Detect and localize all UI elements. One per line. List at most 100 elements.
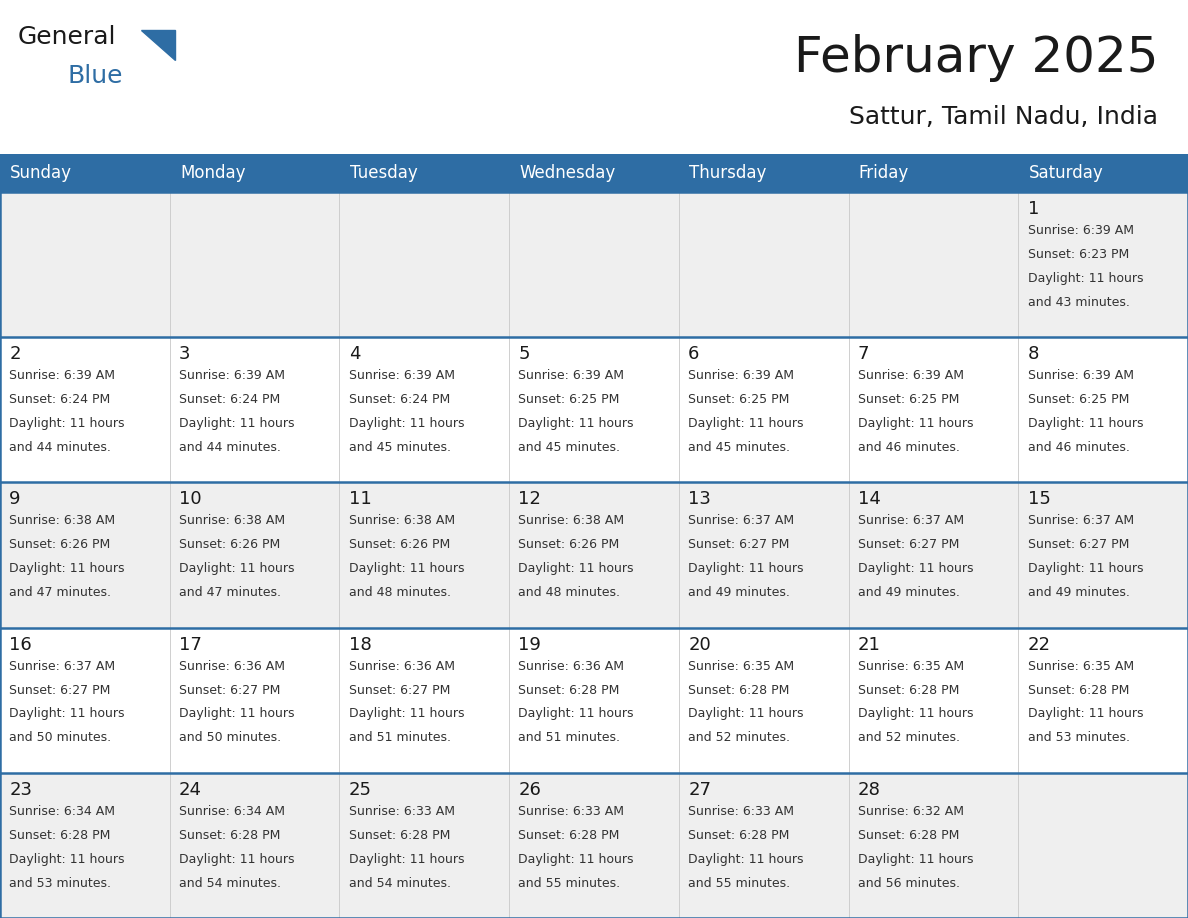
Text: and 55 minutes.: and 55 minutes. <box>688 877 790 890</box>
Bar <box>170 337 340 482</box>
Text: Daylight: 11 hours: Daylight: 11 hours <box>518 417 634 430</box>
Bar <box>0 482 170 628</box>
Text: Daylight: 11 hours: Daylight: 11 hours <box>1028 708 1143 721</box>
Text: Sunrise: 6:37 AM: Sunrise: 6:37 AM <box>858 514 963 527</box>
Bar <box>0 773 170 918</box>
Text: Daylight: 11 hours: Daylight: 11 hours <box>10 853 125 866</box>
Text: Daylight: 11 hours: Daylight: 11 hours <box>349 708 465 721</box>
Text: Sunset: 6:28 PM: Sunset: 6:28 PM <box>518 829 620 842</box>
Text: Sunset: 6:27 PM: Sunset: 6:27 PM <box>1028 538 1129 552</box>
Text: and 49 minutes.: and 49 minutes. <box>858 587 960 599</box>
Text: Sunset: 6:25 PM: Sunset: 6:25 PM <box>1028 393 1129 406</box>
Text: and 44 minutes.: and 44 minutes. <box>179 441 280 454</box>
Bar <box>848 773 1018 918</box>
Bar <box>510 192 678 337</box>
Text: and 52 minutes.: and 52 minutes. <box>688 732 790 744</box>
Text: and 54 minutes.: and 54 minutes. <box>349 877 450 890</box>
Text: and 48 minutes.: and 48 minutes. <box>518 587 620 599</box>
Polygon shape <box>141 30 175 60</box>
Text: Sunset: 6:25 PM: Sunset: 6:25 PM <box>688 393 790 406</box>
Bar <box>678 154 848 192</box>
Bar <box>678 773 848 918</box>
Text: and 49 minutes.: and 49 minutes. <box>1028 587 1130 599</box>
Text: and 48 minutes.: and 48 minutes. <box>349 587 450 599</box>
Text: Sunrise: 6:35 AM: Sunrise: 6:35 AM <box>858 659 963 673</box>
Text: Sunset: 6:28 PM: Sunset: 6:28 PM <box>858 684 959 697</box>
Text: Daylight: 11 hours: Daylight: 11 hours <box>858 562 973 576</box>
Text: Sunset: 6:25 PM: Sunset: 6:25 PM <box>518 393 620 406</box>
Text: Daylight: 11 hours: Daylight: 11 hours <box>10 708 125 721</box>
Text: Sunrise: 6:37 AM: Sunrise: 6:37 AM <box>688 514 795 527</box>
Text: Blue: Blue <box>68 64 124 88</box>
Text: Daylight: 11 hours: Daylight: 11 hours <box>518 562 634 576</box>
Text: 1: 1 <box>1028 200 1040 218</box>
Text: 10: 10 <box>179 490 202 509</box>
Text: 23: 23 <box>10 781 32 799</box>
Bar <box>678 628 848 773</box>
Bar <box>340 482 510 628</box>
Text: 11: 11 <box>349 490 372 509</box>
Text: Sunrise: 6:34 AM: Sunrise: 6:34 AM <box>179 805 285 818</box>
Text: Sunset: 6:28 PM: Sunset: 6:28 PM <box>10 829 110 842</box>
Text: General: General <box>18 25 116 49</box>
Text: and 51 minutes.: and 51 minutes. <box>349 732 450 744</box>
Text: 21: 21 <box>858 635 880 654</box>
Text: and 50 minutes.: and 50 minutes. <box>10 732 112 744</box>
Text: Sunrise: 6:39 AM: Sunrise: 6:39 AM <box>179 369 285 382</box>
Text: and 55 minutes.: and 55 minutes. <box>518 877 620 890</box>
Bar <box>340 337 510 482</box>
Text: 19: 19 <box>518 635 542 654</box>
Text: Sunset: 6:25 PM: Sunset: 6:25 PM <box>858 393 959 406</box>
Text: and 47 minutes.: and 47 minutes. <box>10 587 112 599</box>
Text: Daylight: 11 hours: Daylight: 11 hours <box>688 417 804 430</box>
Text: 26: 26 <box>518 781 542 799</box>
Text: Sunrise: 6:38 AM: Sunrise: 6:38 AM <box>179 514 285 527</box>
Text: Sunset: 6:24 PM: Sunset: 6:24 PM <box>179 393 280 406</box>
Bar <box>340 773 510 918</box>
Text: 20: 20 <box>688 635 710 654</box>
Text: and 53 minutes.: and 53 minutes. <box>1028 732 1130 744</box>
Bar <box>1018 192 1188 337</box>
Text: Sunset: 6:28 PM: Sunset: 6:28 PM <box>688 684 790 697</box>
Text: Sunset: 6:28 PM: Sunset: 6:28 PM <box>518 684 620 697</box>
Text: Sattur, Tamil Nadu, India: Sattur, Tamil Nadu, India <box>849 105 1158 129</box>
Text: Sunrise: 6:35 AM: Sunrise: 6:35 AM <box>1028 659 1133 673</box>
Text: Sunrise: 6:33 AM: Sunrise: 6:33 AM <box>518 805 625 818</box>
Text: 16: 16 <box>10 635 32 654</box>
Bar <box>848 154 1018 192</box>
Text: Wednesday: Wednesday <box>519 164 615 182</box>
Bar <box>848 337 1018 482</box>
Text: Friday: Friday <box>859 164 909 182</box>
Bar <box>0 337 170 482</box>
Text: and 45 minutes.: and 45 minutes. <box>349 441 450 454</box>
Text: Daylight: 11 hours: Daylight: 11 hours <box>858 853 973 866</box>
Text: Sunrise: 6:39 AM: Sunrise: 6:39 AM <box>688 369 795 382</box>
Bar <box>340 192 510 337</box>
Text: 24: 24 <box>179 781 202 799</box>
Bar <box>848 482 1018 628</box>
Bar <box>0 628 170 773</box>
Text: Sunrise: 6:33 AM: Sunrise: 6:33 AM <box>688 805 795 818</box>
Text: Sunrise: 6:38 AM: Sunrise: 6:38 AM <box>349 514 455 527</box>
Text: and 47 minutes.: and 47 minutes. <box>179 587 282 599</box>
Text: Sunset: 6:27 PM: Sunset: 6:27 PM <box>349 684 450 697</box>
Text: Sunset: 6:28 PM: Sunset: 6:28 PM <box>1028 684 1129 697</box>
Bar <box>340 154 510 192</box>
Text: and 45 minutes.: and 45 minutes. <box>518 441 620 454</box>
Text: Daylight: 11 hours: Daylight: 11 hours <box>349 853 465 866</box>
Text: Daylight: 11 hours: Daylight: 11 hours <box>179 853 295 866</box>
Text: Sunrise: 6:38 AM: Sunrise: 6:38 AM <box>10 514 115 527</box>
Text: and 43 minutes.: and 43 minutes. <box>1028 296 1130 308</box>
Text: Daylight: 11 hours: Daylight: 11 hours <box>688 853 804 866</box>
Text: Sunrise: 6:36 AM: Sunrise: 6:36 AM <box>349 659 455 673</box>
Bar <box>1018 482 1188 628</box>
Bar <box>678 192 848 337</box>
Bar <box>510 337 678 482</box>
Text: Daylight: 11 hours: Daylight: 11 hours <box>518 708 634 721</box>
Text: 12: 12 <box>518 490 542 509</box>
Text: Sunset: 6:28 PM: Sunset: 6:28 PM <box>688 829 790 842</box>
Text: and 45 minutes.: and 45 minutes. <box>688 441 790 454</box>
Bar <box>170 154 340 192</box>
Bar <box>170 192 340 337</box>
Text: Sunset: 6:24 PM: Sunset: 6:24 PM <box>10 393 110 406</box>
